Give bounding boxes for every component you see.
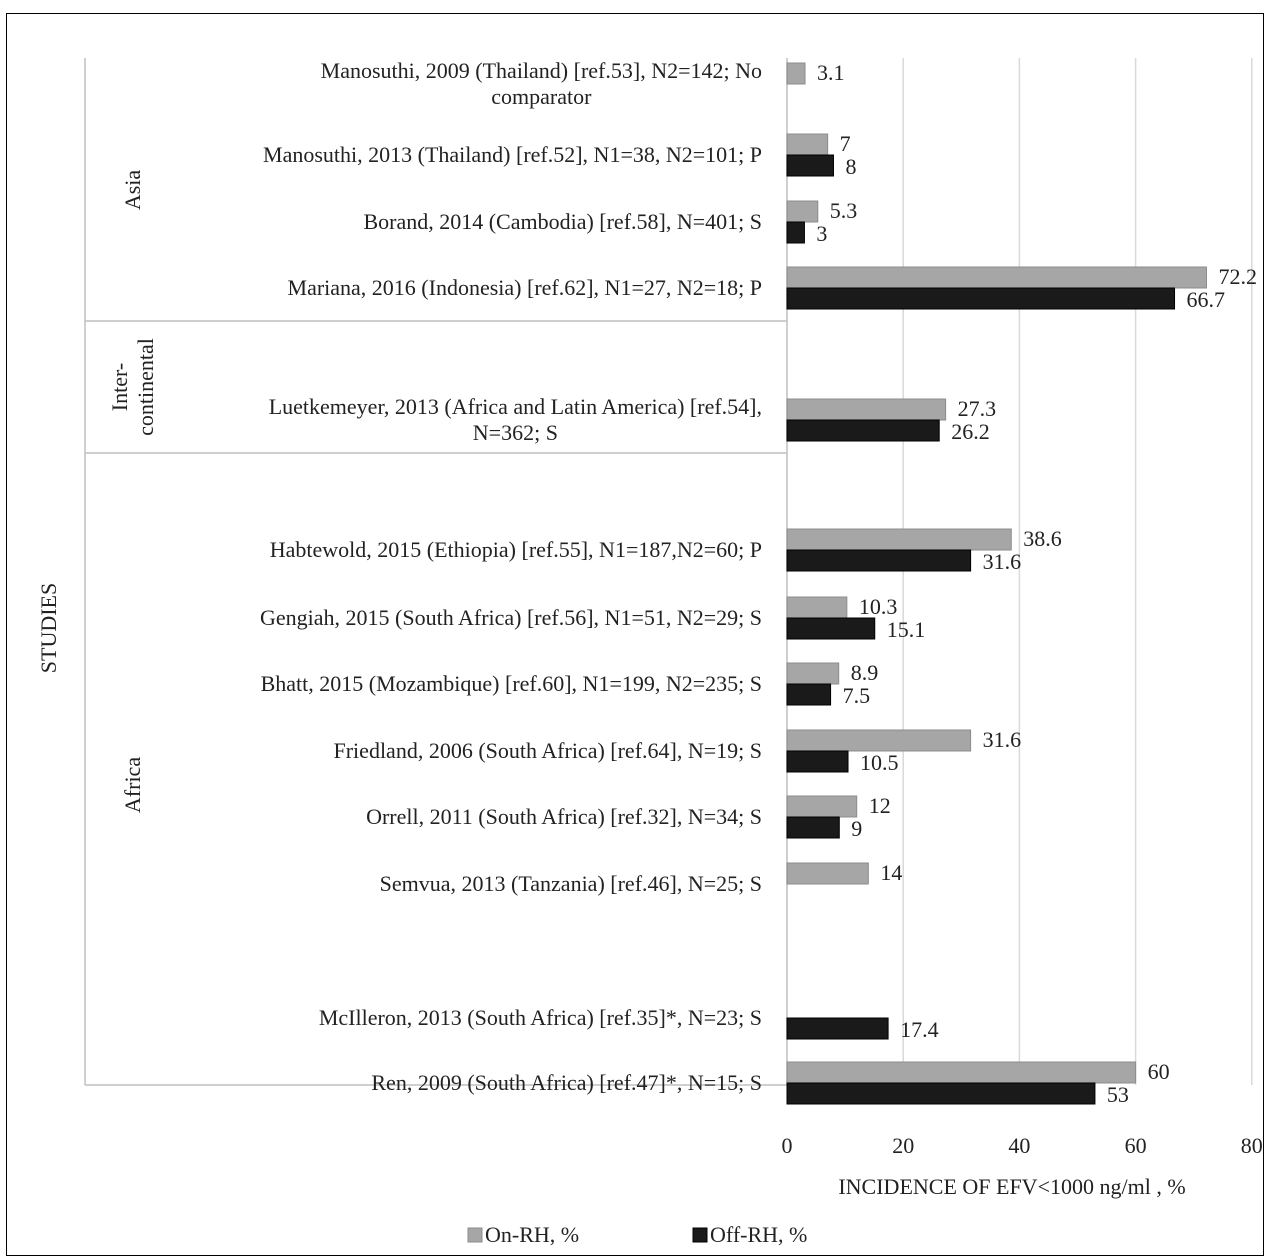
group-label-line: continental [133,338,158,436]
legend-on-rh-label: On-RH, % [485,1222,579,1247]
study-label-line: Manosuthi, 2013 (Thailand) [ref.52], N1=… [263,142,762,167]
study-label: Bhatt, 2015 (Mozambique) [ref.60], N1=19… [261,671,762,696]
y-axis-title: STUDIES [36,583,61,673]
study-label-line: comparator [491,84,592,109]
data-label-on-rh: 5.3 [830,198,858,223]
data-label-off-rh: 8 [845,154,856,179]
study-label-line: Borand, 2014 (Cambodia) [ref.58], N=401;… [363,209,762,234]
bar-on-rh [786,200,819,223]
group-label-line: Africa [120,757,145,813]
data-label-on-rh: 8.9 [851,660,879,685]
study-label: Gengiah, 2015 (South Africa) [ref.56], N… [260,605,762,630]
bar-on-rh [786,795,858,818]
data-label-on-rh: 3.1 [817,60,845,85]
data-label-off-rh: 66.7 [1187,287,1226,312]
data-label-off-rh: 31.6 [983,549,1022,574]
x-axis-title: INCIDENCE OF EFV<1000 ng/ml , % [838,1174,1185,1199]
x-tick-label: 80 [1241,1133,1263,1158]
bar-on-rh [786,133,829,156]
x-tick-label: 40 [1008,1133,1030,1158]
group-label: Inter-continental [107,338,158,436]
bar-off-rh [786,683,832,706]
data-label-off-rh: 9 [851,816,862,841]
bar-on-rh [786,729,972,752]
bar-on-rh [786,528,1012,551]
data-label-off-rh: 10.5 [860,750,899,775]
data-label-on-rh: 72.2 [1218,264,1257,289]
data-label-on-rh: 14 [880,860,902,885]
bar-on-rh [786,862,869,885]
study-label: Friedland, 2006 (South Africa) [ref.64],… [334,738,763,763]
bar-off-rh [786,154,834,177]
bar-off-rh [786,1082,1096,1105]
study-label: Manosuthi, 2009 (Thailand) [ref.53], N2=… [321,58,762,109]
study-label-line: McIlleron, 2013 (South Africa) [ref.35]*… [319,1005,762,1030]
bar-on-rh [786,1061,1137,1084]
study-label: Habtewold, 2015 (Ethiopia) [ref.55], N1=… [270,537,762,562]
bar-off-rh [786,617,876,640]
study-label-line: Semvua, 2013 (Tanzania) [ref.46], N=25; … [380,871,762,896]
bar-off-rh [786,221,805,244]
data-label-on-rh: 10.3 [859,594,898,619]
study-label-line: Friedland, 2006 (South Africa) [ref.64],… [334,738,763,763]
bar-on-rh [786,596,848,619]
bar-off-rh [786,549,972,572]
x-tick-labels: 0 20 40 60 80 [782,1133,1263,1158]
study-label: Orrell, 2011 (South Africa) [ref.32], N=… [366,804,762,829]
study-label-line: Orrell, 2011 (South Africa) [ref.32], N=… [366,804,762,829]
study-label-line: Luetkemeyer, 2013 (Africa and Latin Amer… [269,394,762,419]
data-label-off-rh: 3 [816,221,827,246]
data-label-on-rh: 12 [869,793,891,818]
study-label: Ren, 2009 (South Africa) [ref.47]*, N=15… [371,1070,762,1095]
group-label-line: Asia [120,170,145,211]
data-label-on-rh: 7 [840,131,851,156]
study-label: Borand, 2014 (Cambodia) [ref.58], N=401;… [363,209,762,234]
data-label-on-rh: 38.6 [1023,526,1062,551]
group-label: Africa [120,757,145,813]
bar-off-rh [786,419,940,442]
data-label-off-rh: 7.5 [843,683,871,708]
study-labels: Manosuthi, 2009 (Thailand) [ref.53], N2=… [260,58,762,1095]
data-label-on-rh: 27.3 [958,396,997,421]
study-label: Manosuthi, 2013 (Thailand) [ref.52], N1=… [263,142,762,167]
study-label: Mariana, 2016 (Indonesia) [ref.62], N1=2… [288,275,762,300]
data-label-off-rh: 53 [1107,1082,1129,1107]
chart-frame [6,13,1264,1256]
bar-off-rh [786,287,1176,310]
data-label-on-rh: 31.6 [983,727,1022,752]
bar-on-rh [786,662,840,685]
study-label: McIlleron, 2013 (South Africa) [ref.35]*… [319,1005,762,1030]
study-label-line: Gengiah, 2015 (South Africa) [ref.56], N… [260,605,762,630]
data-label-off-rh: 26.2 [951,419,990,444]
data-label-off-rh: 17.4 [900,1017,939,1042]
bar-off-rh [786,816,840,839]
study-label: Semvua, 2013 (Tanzania) [ref.46], N=25; … [380,871,762,896]
study-label-line: N=362; S [473,420,558,445]
group-label-line: Inter- [107,363,132,411]
study-label-line: Ren, 2009 (South Africa) [ref.47]*, N=15… [371,1070,762,1095]
x-tick-label: 0 [782,1133,793,1158]
data-label-off-rh: 15.1 [887,617,926,642]
group-labels: Asia Inter-continental Africa [107,170,158,813]
bar-on-rh [786,62,806,85]
x-tick-label: 20 [892,1133,914,1158]
study-label: Luetkemeyer, 2013 (Africa and Latin Amer… [269,394,762,445]
data-label-on-rh: 60 [1148,1059,1170,1084]
study-label-line: Bhatt, 2015 (Mozambique) [ref.60], N1=19… [261,671,762,696]
bars: 3.1785.3372.266.727.326.238.631.610.315.… [786,60,1257,1107]
bar-on-rh [786,266,1207,289]
bar-off-rh [786,750,849,773]
study-label-line: Habtewold, 2015 (Ethiopia) [ref.55], N1=… [270,537,762,562]
bar-off-rh [786,1017,889,1040]
study-label-line: Mariana, 2016 (Indonesia) [ref.62], N1=2… [288,275,762,300]
legend-off-rh-swatch [692,1227,708,1243]
group-label: Asia [120,170,145,211]
x-tick-label: 60 [1125,1133,1147,1158]
legend-on-rh-swatch [467,1227,483,1243]
bar-on-rh [786,398,947,421]
legend-off-rh-label: Off-RH, % [710,1222,807,1247]
study-label-line: Manosuthi, 2009 (Thailand) [ref.53], N2=… [321,58,762,83]
legend: On-RH, % Off-RH, % [467,1222,807,1247]
